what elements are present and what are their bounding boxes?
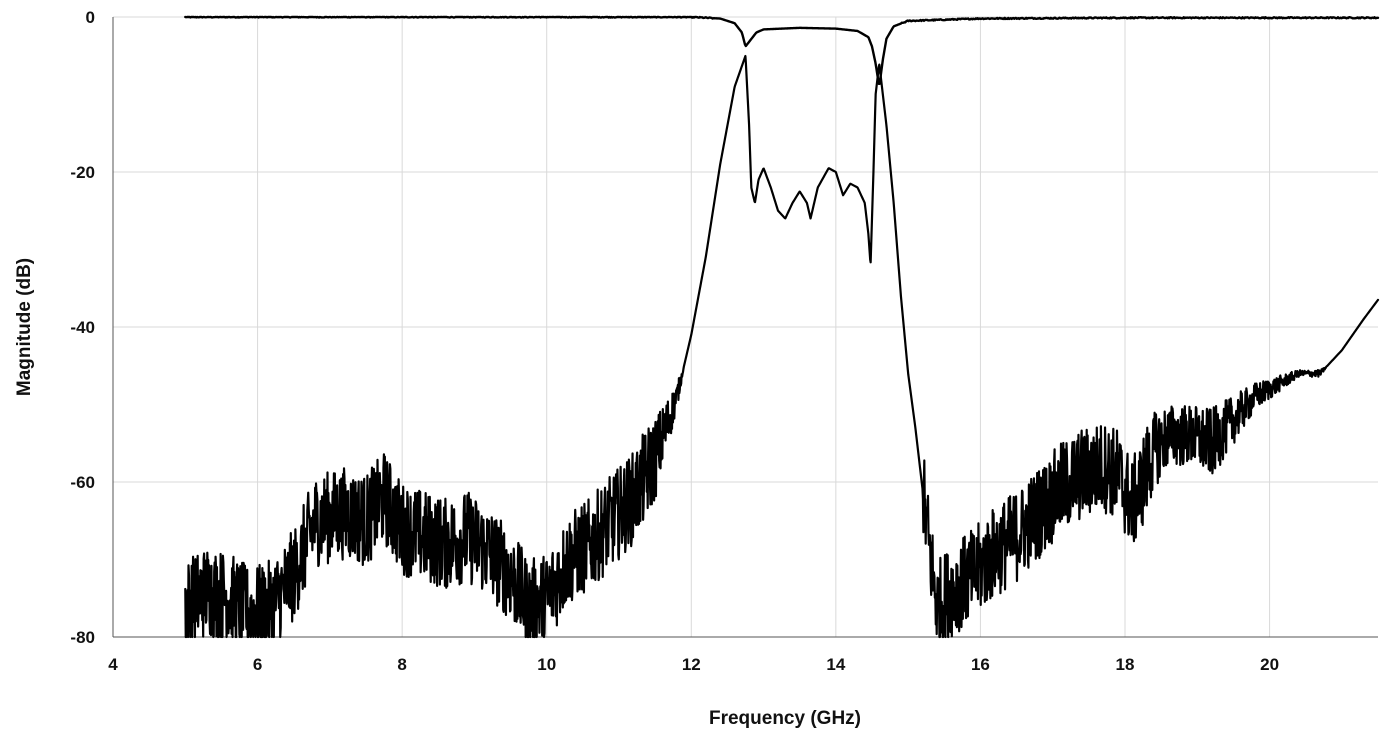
- y-axis-label: Magnitude (dB): [14, 258, 35, 396]
- y-tick-labels: 0 -20 -40 -60 -80: [70, 8, 95, 647]
- x-tick-label: 10: [537, 655, 556, 674]
- x-tick-label: 18: [1116, 655, 1135, 674]
- x-tick-label: 6: [253, 655, 262, 674]
- x-tick-label: 16: [971, 655, 990, 674]
- axes: [112, 17, 1378, 638]
- x-axis-label: Frequency (GHz): [709, 708, 861, 729]
- y-tick-label: -40: [70, 318, 95, 337]
- x-tick-label: 8: [397, 655, 406, 674]
- transmission-trace: [184, 15, 1380, 86]
- x-tick-labels: 4 6 8 10 12 14 16 18 20: [108, 655, 1279, 674]
- x-tick-label: 12: [682, 655, 701, 674]
- y-tick-label: -20: [70, 163, 95, 182]
- y-tick-label: -80: [70, 628, 95, 647]
- traces: [184, 15, 1380, 639]
- reflection-trace: [184, 54, 1380, 639]
- x-tick-label: 20: [1260, 655, 1279, 674]
- x-tick-label: 4: [108, 655, 118, 674]
- x-tick-label: 14: [826, 655, 845, 674]
- y-tick-label: -60: [70, 473, 95, 492]
- y-tick-label: 0: [86, 8, 95, 27]
